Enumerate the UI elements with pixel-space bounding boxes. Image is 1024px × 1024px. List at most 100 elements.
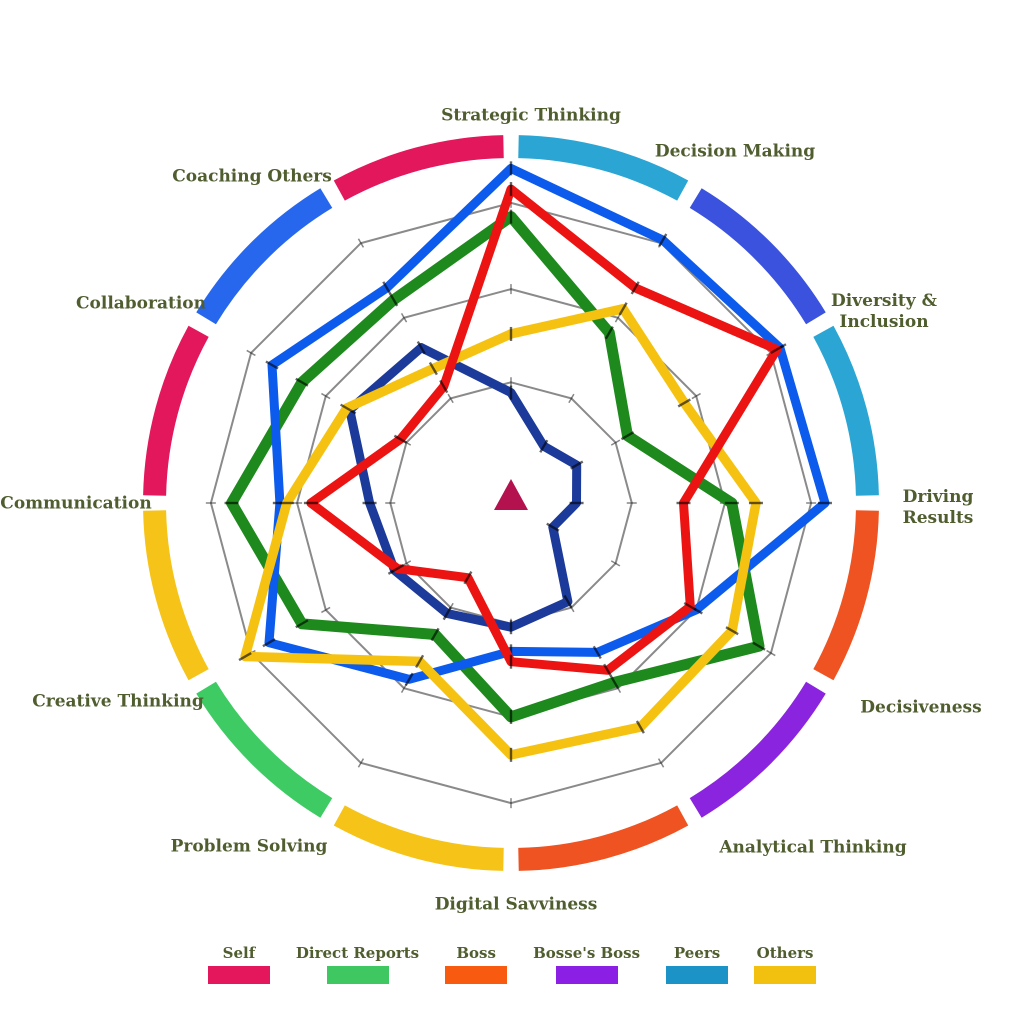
ring-segment-coaching-others xyxy=(333,135,504,201)
vertex-tick-others xyxy=(635,720,645,734)
self-marker-triangle-icon xyxy=(494,479,528,510)
vertex-tick-peers xyxy=(265,360,279,370)
vertex-tick-others xyxy=(428,361,438,376)
vertex-tick-others xyxy=(677,398,691,408)
grid-tick xyxy=(610,560,621,567)
axis-label-decisiveness: Decisiveness xyxy=(860,698,981,719)
legend-item-peers[interactable]: Peers xyxy=(666,944,729,984)
legend-swatch-icon xyxy=(555,966,618,984)
grid-tick xyxy=(357,758,365,768)
axis-label-line: Collaboration xyxy=(75,293,207,314)
axis-label-creative-thinking: Creative Thinking xyxy=(32,692,204,713)
grid-tick xyxy=(766,649,776,657)
axis-label-digital-savviness: Digital Savviness xyxy=(435,895,598,916)
axis-label-line: Strategic Thinking xyxy=(441,105,621,126)
axis-label-decision-making: Decision Making xyxy=(655,142,815,163)
legend-item-direct-reports[interactable]: Direct Reports xyxy=(296,944,419,984)
ring-segment-diversity-inclusion xyxy=(813,325,879,496)
axis-label-line: Digital Savviness xyxy=(434,894,598,915)
vertex-tick-peers xyxy=(658,233,668,247)
vertex-tick-boss xyxy=(603,663,613,677)
vertex-tick-bosse-s-boss xyxy=(570,460,584,470)
vertex-tick-direct-reports xyxy=(752,641,766,651)
vertex-tick-boss xyxy=(463,571,473,585)
legend: Self Direct Reports Boss Bosse's Boss Peers O… xyxy=(0,944,1024,984)
vertex-tick-others xyxy=(238,651,252,662)
vertex-tick-direct-reports xyxy=(430,627,440,642)
axis-label-line: Communication xyxy=(0,493,152,514)
ring-segment-decision-making xyxy=(689,188,826,325)
axis-label-coaching-others: Coaching Others xyxy=(172,167,332,188)
grid-tick xyxy=(447,393,454,404)
legend-item-self[interactable]: Self xyxy=(207,944,270,984)
vertex-tick-peers xyxy=(592,645,602,660)
legend-label: Boss xyxy=(456,944,496,962)
legend-label: Direct Reports xyxy=(295,944,420,962)
axis-label-analytical-thinking: Analytical Thinking xyxy=(719,838,906,859)
legend-label: Bosse's Boss xyxy=(533,944,641,962)
grid-tick xyxy=(400,683,408,693)
axis-label-driving-results: Driving Results xyxy=(903,487,974,529)
grid-tick xyxy=(568,393,575,404)
vertex-tick-direct-reports xyxy=(389,293,399,307)
axis-label-line: Results xyxy=(902,508,974,528)
vertex-tick-boss xyxy=(390,564,405,574)
grid-tick xyxy=(400,313,408,323)
vertex-tick-direct-reports xyxy=(604,326,614,340)
legend-item-boss[interactable]: Boss xyxy=(445,944,508,984)
vertex-tick-others xyxy=(340,403,354,413)
vertex-tick-boss xyxy=(439,379,449,394)
vertex-tick-peers xyxy=(262,638,276,648)
legend-label: Self xyxy=(222,944,256,962)
vertex-tick-boss xyxy=(630,281,640,295)
vertex-tick-boss xyxy=(393,434,408,444)
vertex-tick-bosse-s-boss xyxy=(442,606,452,621)
axis-label-line: Driving xyxy=(902,487,974,507)
grid-tick xyxy=(321,392,331,400)
axis-label-collaboration: Collaboration xyxy=(76,294,206,315)
axis-label-line: Creative Thinking xyxy=(32,691,204,712)
grid-tick xyxy=(610,439,621,446)
vertex-tick-direct-reports xyxy=(609,675,620,689)
ring-segment-collaboration xyxy=(196,188,333,325)
axis-label-line: Diversity & xyxy=(831,291,937,311)
ring-segment-problem-solving xyxy=(196,681,333,818)
vertex-tick-bosse-s-boss xyxy=(563,594,573,609)
vertex-tick-direct-reports xyxy=(620,431,635,441)
axis-label-problem-solving: Problem Solving xyxy=(171,837,328,858)
grid-tick xyxy=(321,606,331,614)
ring-segment-decisiveness xyxy=(689,681,826,818)
vertex-tick-bosse-s-boss xyxy=(539,439,549,453)
axis-label-line: Decision Making xyxy=(654,141,816,162)
vertex-tick-others xyxy=(415,654,425,669)
vertex-tick-others xyxy=(618,302,628,316)
ring-segment-analytical-thinking xyxy=(518,805,689,871)
legend-swatch-icon xyxy=(445,966,508,984)
legend-swatch-icon xyxy=(326,966,389,984)
ring-segment-strategic-thinking xyxy=(518,135,689,201)
axis-label-line: Coaching Others xyxy=(172,166,332,187)
vertex-tick-boss xyxy=(770,344,784,355)
ring-segment-creative-thinking xyxy=(143,510,209,681)
axis-label-line: Problem Solving xyxy=(170,836,328,857)
ring-segment-driving-results xyxy=(813,510,879,681)
legend-item-others[interactable]: Others xyxy=(754,944,817,984)
axis-label-communication: Communication xyxy=(0,494,151,515)
grid-tick xyxy=(614,313,622,323)
legend-swatch-icon xyxy=(754,966,817,984)
legend-label: Peers xyxy=(673,944,721,962)
legend-item-bosse-s-boss[interactable]: Bosse's Boss xyxy=(533,944,640,984)
grid-tick xyxy=(691,392,701,400)
grid-tick xyxy=(657,758,665,768)
vertex-tick-direct-reports xyxy=(295,619,309,629)
vertex-tick-peers xyxy=(404,672,414,686)
legend-swatch-icon xyxy=(207,966,270,984)
axis-label-diversity-inclusion: Diversity & Inclusion xyxy=(831,291,937,333)
ring-segment-digital-savviness xyxy=(333,805,504,871)
vertex-tick-others xyxy=(725,626,739,636)
axis-label-line: Decisiveness xyxy=(860,697,982,718)
grid-tick xyxy=(246,349,256,357)
vertex-tick-peers xyxy=(382,281,392,295)
